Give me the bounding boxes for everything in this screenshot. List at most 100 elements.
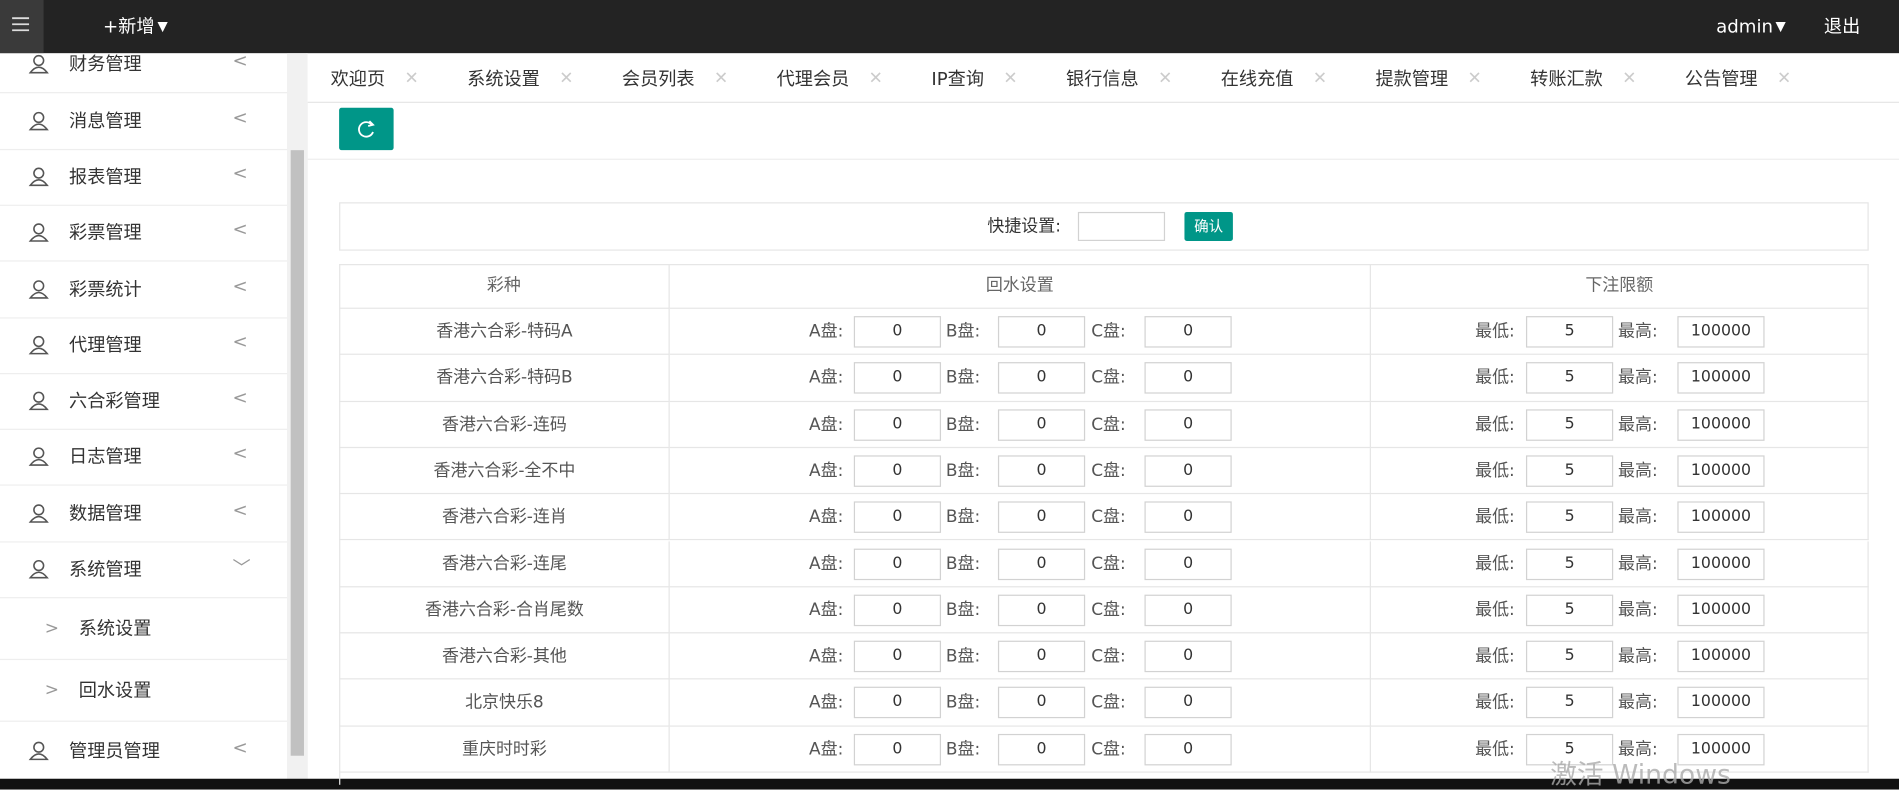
field-input[interactable]: 0 — [1144, 640, 1232, 673]
field-input[interactable]: 0 — [1144, 548, 1232, 580]
field-input[interactable]: 0 — [997, 362, 1086, 394]
menu-toggle[interactable] — [0, 0, 44, 54]
field-input[interactable]: 0 — [853, 501, 942, 534]
field-input[interactable]: 0 — [1144, 408, 1232, 441]
user-menu[interactable]: admin — [1716, 15, 1774, 38]
field-input[interactable]: 0 — [997, 733, 1086, 766]
sidebar-item[interactable]: 六合彩管理 — [69, 389, 160, 412]
field-input[interactable]: 0 — [853, 408, 942, 441]
field-input[interactable]: 100000 — [1677, 408, 1765, 441]
field-input[interactable]: 0 — [853, 455, 942, 487]
field-input[interactable]: 100000 — [1677, 316, 1765, 348]
tab-close[interactable]: ✕ — [1003, 68, 1018, 88]
field-input[interactable]: 100000 — [1677, 362, 1765, 394]
refresh-button[interactable] — [339, 107, 394, 151]
tab-close[interactable]: ✕ — [868, 68, 883, 88]
field-input[interactable]: 0 — [1144, 362, 1232, 394]
field-label: B盘: — [945, 368, 981, 388]
top-bar — [0, 0, 1899, 54]
tab-close[interactable]: ✕ — [1158, 68, 1173, 88]
sidebar-item[interactable]: 代理管理 — [69, 334, 142, 357]
sidebar-sub-item[interactable]: 系统设置 — [78, 617, 152, 640]
field-input[interactable]: 0 — [997, 687, 1086, 719]
field-input[interactable]: 5 — [1525, 640, 1614, 673]
sidebar-item[interactable]: 彩票统计 — [69, 278, 142, 301]
field-label: C盘: — [1091, 368, 1126, 388]
field-input[interactable]: 0 — [997, 548, 1086, 580]
field-input[interactable]: 5 — [1525, 733, 1614, 766]
tab-close[interactable]: ✕ — [1776, 68, 1792, 88]
field-input[interactable]: 0 — [997, 640, 1086, 673]
field-input[interactable]: 0 — [1144, 733, 1232, 766]
field-input[interactable]: 0 — [1144, 687, 1232, 719]
tab[interactable]: 转账汇款 ✕ — [1530, 65, 1636, 90]
field-input[interactable]: 0 — [853, 316, 942, 348]
sidebar-item[interactable]: 管理员管理 — [69, 739, 160, 762]
field-input[interactable]: 5 — [1525, 594, 1614, 626]
field-input[interactable]: 0 — [1144, 316, 1232, 348]
sidebar-item[interactable]: 日志管理 — [69, 445, 142, 468]
field-input[interactable]: 0 — [997, 455, 1086, 487]
tab-close[interactable]: ✕ — [713, 68, 729, 88]
sidebar-item[interactable]: 报表管理 — [69, 165, 142, 188]
tab[interactable]: 公告管理 ✕ — [1685, 65, 1791, 90]
field-input[interactable]: 0 — [1144, 455, 1232, 487]
field-input[interactable]: 0 — [853, 640, 942, 673]
tab[interactable]: 会员列表 ✕ — [622, 65, 728, 90]
field-input[interactable]: 100000 — [1677, 548, 1765, 580]
field-input[interactable]: 5 — [1525, 316, 1614, 348]
tab-close[interactable]: ✕ — [559, 68, 574, 88]
logout[interactable]: 退出 — [1823, 15, 1861, 38]
field-input[interactable]: 5 — [1525, 455, 1614, 487]
table-cell — [1370, 308, 1869, 356]
field-input[interactable]: 5 — [1525, 548, 1614, 580]
field-input[interactable]: 0 — [997, 594, 1086, 626]
sidebar-sub-item[interactable]: 回水设置 — [78, 679, 152, 702]
field-input[interactable]: 0 — [1144, 594, 1232, 626]
field-input[interactable]: 0 — [1144, 501, 1232, 534]
field-input[interactable]: 0 — [853, 687, 942, 719]
sidebar-item[interactable]: 消息管理 — [69, 110, 142, 133]
sidebar-item[interactable]: 系统管理 — [69, 558, 142, 581]
new-menu[interactable]: +新增 — [102, 15, 155, 38]
field-input[interactable]: 100000 — [1677, 455, 1765, 487]
field-label: 最高: — [1618, 461, 1658, 481]
field-input[interactable]: 100000 — [1677, 594, 1765, 626]
field-input[interactable]: 0 — [853, 733, 942, 766]
tab[interactable]: 系统设置 ✕ — [467, 65, 573, 90]
field-input[interactable]: 0 — [997, 501, 1086, 534]
game-name: 香港六合彩-特码A — [436, 322, 573, 342]
field-input[interactable]: 5 — [1525, 501, 1614, 534]
field-input[interactable]: 100000 — [1677, 687, 1765, 719]
field-label: A盘: — [809, 554, 844, 574]
tab[interactable]: 银行信息 ✕ — [1066, 65, 1172, 90]
sidebar-item[interactable]: 数据管理 — [69, 502, 142, 525]
quick-settings-input[interactable] — [1077, 211, 1166, 242]
field-input[interactable]: 0 — [997, 408, 1086, 441]
tab[interactable]: 代理会员 ✕ — [777, 65, 883, 90]
field-input[interactable]: 5 — [1525, 408, 1614, 441]
field-label: 最高: — [1618, 600, 1658, 620]
tab[interactable]: 欢迎页 ✕ — [331, 65, 419, 90]
tab-close[interactable]: ✕ — [404, 68, 419, 88]
field-input[interactable]: 100000 — [1677, 733, 1765, 766]
field-input[interactable]: 5 — [1525, 362, 1614, 394]
sidebar-item[interactable]: 财务管理 — [69, 53, 142, 76]
field-input[interactable]: 0 — [853, 594, 942, 626]
tab[interactable]: 提款管理 ✕ — [1375, 65, 1481, 90]
sub-arrow: > — [44, 680, 60, 701]
confirm-button[interactable]: 确认 — [1184, 211, 1233, 242]
field-input[interactable]: 0 — [853, 362, 942, 394]
tab[interactable]: 在线充值 ✕ — [1221, 65, 1327, 90]
tab-close[interactable]: ✕ — [1467, 68, 1482, 88]
field-input[interactable]: 0 — [853, 548, 942, 580]
field-input[interactable]: 100000 — [1677, 640, 1765, 673]
field-input[interactable]: 100000 — [1677, 501, 1765, 534]
tab-close[interactable]: ✕ — [1622, 68, 1637, 88]
sidebar-item[interactable]: 彩票管理 — [69, 221, 142, 244]
field-input[interactable]: 5 — [1525, 687, 1614, 719]
table-cell — [1370, 355, 1869, 402]
field-input[interactable]: 0 — [997, 316, 1086, 348]
tab[interactable]: IP查询 ✕ — [931, 65, 1017, 90]
tab-close[interactable]: ✕ — [1312, 68, 1328, 88]
